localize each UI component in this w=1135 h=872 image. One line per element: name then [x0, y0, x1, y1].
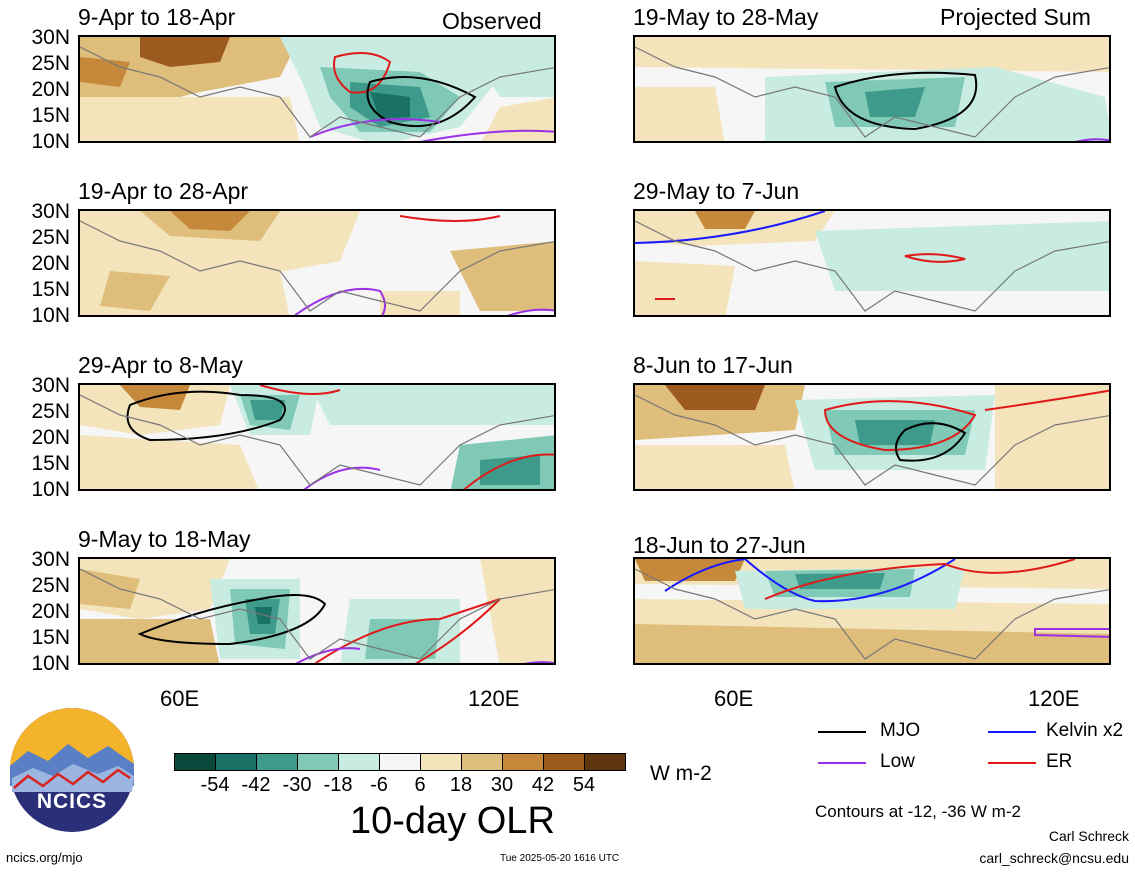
legend-swatch-kelvin — [988, 731, 1036, 733]
colorbar-swatch — [461, 753, 503, 771]
lat-tick: 30N — [31, 374, 70, 397]
lat-tick: 15N — [31, 626, 70, 649]
lon-tick: 120E — [1028, 686, 1080, 711]
panel-title: 9-Apr to 18-Apr — [78, 4, 236, 30]
panel-label-observed: Observed — [442, 8, 542, 34]
colorbar-tick: 42 — [531, 774, 555, 796]
olr-map — [633, 557, 1111, 665]
olr-map — [78, 557, 556, 665]
lat-tick: 25N — [31, 52, 70, 75]
lat-tick: 15N — [31, 452, 70, 475]
colorbar-tick: 30 — [490, 774, 514, 796]
legend-label: ER — [1046, 751, 1073, 772]
panel-title: 19-Apr to 28-Apr — [78, 178, 249, 204]
author: Carl Schreck — [1048, 828, 1129, 844]
colorbar-tick: 54 — [572, 774, 596, 796]
timestamp: Tue 2025-05-20 1616 UTC — [500, 853, 620, 864]
lat-tick: 30N — [31, 26, 70, 49]
colorbar-tick: -6 — [370, 774, 388, 796]
lat-tick: 10N — [31, 652, 70, 675]
footer-url[interactable]: ncics.org/mjo — [6, 850, 83, 865]
author-email[interactable]: carl_schreck@ncsu.edu — [979, 850, 1129, 866]
lat-tick: 25N — [31, 574, 70, 597]
olr-map — [633, 383, 1111, 491]
lat-tick: 25N — [31, 400, 70, 423]
colorbar-tick: -18 — [323, 774, 353, 796]
colorbar-swatch — [338, 753, 380, 771]
lat-tick: 15N — [31, 278, 70, 301]
legend-swatch-low — [818, 762, 866, 764]
legend-label: MJO — [880, 720, 921, 741]
lon-tick: 120E — [468, 686, 520, 711]
colorbar-swatch — [297, 753, 339, 771]
lat-tick: 10N — [31, 304, 70, 327]
colorbar-tick: 18 — [449, 774, 473, 796]
colorbar-swatch — [420, 753, 462, 771]
colorbar-swatch — [256, 753, 298, 771]
legend-label: Kelvin x2 — [1046, 720, 1124, 741]
panel-title: 29-May to 7-Jun — [633, 178, 800, 204]
colorbar-swatch — [174, 753, 216, 771]
panel-title: 18-Jun to 27-Jun — [633, 532, 806, 558]
colorbar-tick: -30 — [282, 774, 312, 796]
lat-tick: 10N — [31, 478, 70, 501]
panel-title: 19-May to 28-May — [633, 4, 819, 30]
figure-title: 10-day OLR — [350, 800, 555, 842]
colorbar-swatch — [502, 753, 544, 771]
panel-title: 8-Jun to 17-Jun — [633, 352, 793, 378]
lat-tick: 10N — [31, 130, 70, 153]
colorbar-swatch — [584, 753, 626, 771]
olr-map — [633, 209, 1111, 317]
lon-tick: 60E — [714, 686, 754, 711]
colorbar-tick: -42 — [241, 774, 271, 796]
lat-tick: 30N — [31, 548, 70, 571]
colorbar-swatch — [379, 753, 421, 771]
legend-label: Low — [880, 751, 915, 772]
legend-swatch-mjo — [818, 731, 866, 733]
lat-tick: 20N — [31, 252, 70, 275]
logo-text: NCICS — [36, 790, 108, 813]
colorbar-swatch — [215, 753, 257, 771]
lat-tick: 20N — [31, 600, 70, 623]
lat-tick: 20N — [31, 426, 70, 449]
panel-label-projected: Projected Sum — [940, 4, 1091, 30]
panel-title: 9-May to 18-May — [78, 526, 251, 552]
colorbar-swatch — [543, 753, 585, 771]
colorbar-units: W m-2 — [650, 762, 712, 785]
lon-tick: 60E — [160, 686, 200, 711]
ncics-logo: NCICS — [8, 706, 136, 834]
olr-map — [633, 35, 1111, 143]
lat-tick: 25N — [31, 226, 70, 249]
lat-tick: 30N — [31, 200, 70, 223]
olr-map — [78, 209, 556, 317]
contours-note: Contours at -12, -36 W m-2 — [815, 802, 1021, 821]
legend-swatch-er — [988, 762, 1036, 764]
olr-map — [78, 383, 556, 491]
colorbar-tick: -54 — [200, 774, 230, 796]
lat-tick: 15N — [31, 104, 70, 127]
colorbar-tick: 6 — [414, 774, 426, 796]
lat-tick: 20N — [31, 78, 70, 101]
olr-map — [78, 35, 556, 143]
panel-title: 29-Apr to 8-May — [78, 352, 243, 378]
